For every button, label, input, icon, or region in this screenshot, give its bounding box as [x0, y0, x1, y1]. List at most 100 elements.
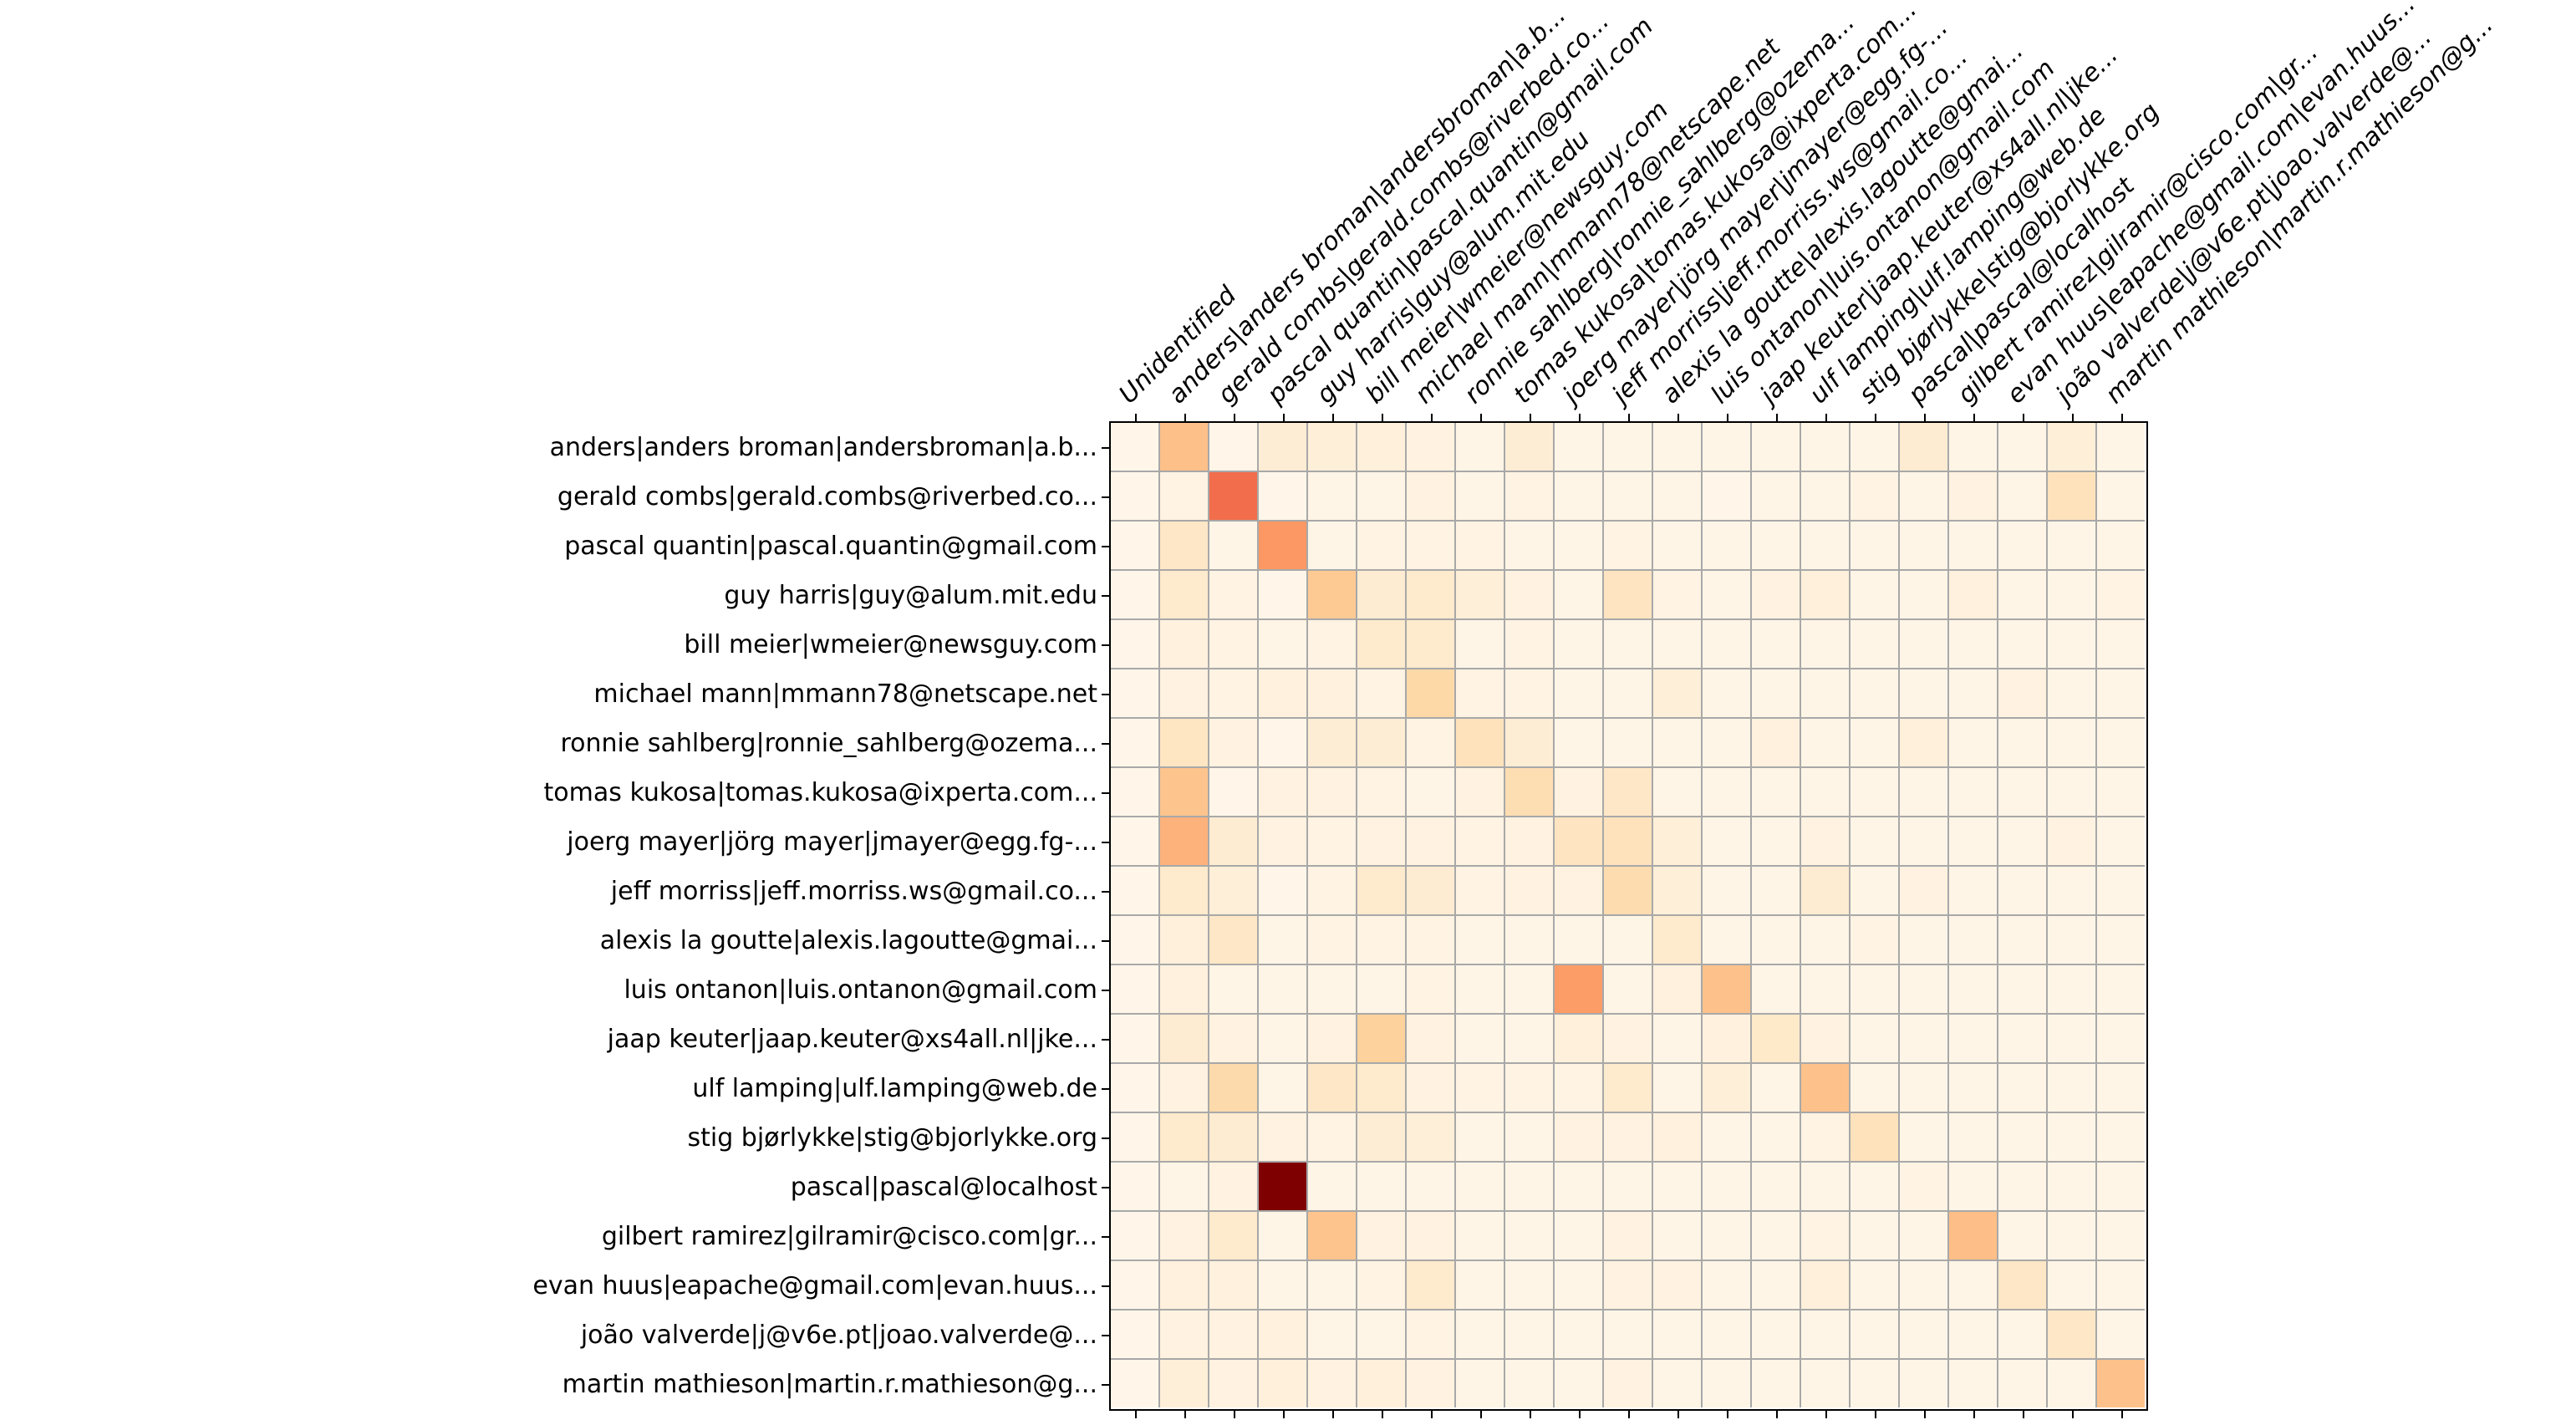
- tick-mark: [1923, 414, 1926, 421]
- heatmap-cell: [1555, 719, 1604, 768]
- heatmap-cell: [1604, 1113, 1653, 1163]
- heatmap-cell: [1900, 817, 1949, 867]
- heatmap-cell: [1456, 1113, 1505, 1163]
- heatmap-cell: [1949, 867, 1998, 916]
- heatmap-cell: [1653, 1310, 1703, 1360]
- heatmap-cell: [1851, 817, 1900, 867]
- heatmap-cell: [1308, 1015, 1357, 1064]
- heatmap-cell: [1555, 965, 1604, 1015]
- heatmap-cell: [1801, 1064, 1851, 1113]
- heatmap-cell: [1752, 965, 1801, 1015]
- heatmap-cell: [1259, 1064, 1308, 1113]
- heatmap-cell: [1259, 1113, 1308, 1163]
- tick-mark: [2071, 414, 2074, 421]
- heatmap-cell: [1456, 768, 1505, 817]
- heatmap-cell: [1407, 768, 1456, 817]
- heatmap-cell: [1160, 867, 1209, 916]
- heatmap-cell: [1407, 719, 1456, 768]
- heatmap-cell: [1604, 817, 1653, 867]
- heatmap-cell: [1357, 1064, 1407, 1113]
- tick-mark: [1430, 1411, 1433, 1418]
- y-tick-label: stig bjørlykke|stig@bjorlykke.org: [687, 1122, 1097, 1153]
- heatmap-cell: [1308, 620, 1357, 669]
- heatmap-cell: [1998, 472, 2048, 522]
- heatmap-cell: [1653, 1212, 1703, 1261]
- heatmap-cell: [1160, 669, 1209, 719]
- heatmap-cell: [1456, 522, 1505, 571]
- heatmap-cell: [1407, 1310, 1456, 1360]
- heatmap-cell: [1160, 1064, 1209, 1113]
- heatmap-cell: [2097, 571, 2145, 620]
- heatmap-cell: [1259, 965, 1308, 1015]
- heatmap-cell: [1900, 1163, 1949, 1212]
- heatmap-cell: [1801, 1212, 1851, 1261]
- heatmap-cell: [2048, 965, 2097, 1015]
- heatmap-cell: [1111, 1261, 1160, 1310]
- heatmap-cell: [1851, 867, 1900, 916]
- heatmap-cell: [1456, 571, 1505, 620]
- tick-mark: [1102, 1038, 1109, 1041]
- heatmap-cell: [2048, 1360, 2097, 1407]
- y-tick-label: guy harris|guy@alum.mit.edu: [724, 580, 1097, 610]
- heatmap-cell: [1900, 867, 1949, 916]
- heatmap-cell: [1308, 916, 1357, 965]
- heatmap-cell: [1357, 817, 1407, 867]
- heatmap-cell: [1801, 916, 1851, 965]
- heatmap-cell: [1703, 916, 1752, 965]
- heatmap-cell: [1505, 768, 1555, 817]
- heatmap-cell: [1505, 423, 1555, 472]
- heatmap-cell: [1209, 1212, 1259, 1261]
- heatmap-cell: [1505, 1360, 1555, 1407]
- heatmap-cell: [1604, 669, 1653, 719]
- heatmap-cell: [1998, 965, 2048, 1015]
- tick-mark: [1479, 414, 1482, 421]
- heatmap-cell: [1259, 423, 1308, 472]
- heatmap-cell: [1555, 669, 1604, 719]
- heatmap-cell: [1555, 1310, 1604, 1360]
- heatmap-cell: [1456, 620, 1505, 669]
- heatmap-cell: [1308, 817, 1357, 867]
- heatmap-cell: [1111, 719, 1160, 768]
- tick-mark: [1102, 693, 1109, 695]
- heatmap-cell: [1900, 768, 1949, 817]
- heatmap-cell: [1456, 867, 1505, 916]
- heatmap-cell: [1209, 916, 1259, 965]
- heatmap-cell: [1259, 1360, 1308, 1407]
- heatmap-cell: [1407, 472, 1456, 522]
- heatmap-cell: [1900, 1064, 1949, 1113]
- y-tick-label: evan huus|eapache@gmail.com|evan.huus...: [532, 1270, 1097, 1300]
- heatmap-cell: [1801, 522, 1851, 571]
- heatmap-cell: [2097, 1212, 2145, 1261]
- heatmap-cell: [1998, 817, 2048, 867]
- heatmap-cell: [1555, 1113, 1604, 1163]
- heatmap-cell: [1505, 1113, 1555, 1163]
- tick-mark: [1102, 644, 1109, 646]
- heatmap-cell: [1111, 522, 1160, 571]
- tick-mark: [1331, 414, 1334, 421]
- tick-mark: [1184, 1411, 1186, 1418]
- heatmap-cell: [1259, 1310, 1308, 1360]
- heatmap-cell: [2097, 1113, 2145, 1163]
- heatmap-cell: [1703, 1163, 1752, 1212]
- y-tick-label: alexis la goutte|alexis.lagoutte@gmai...: [599, 925, 1097, 955]
- heatmap-cell: [1604, 1310, 1653, 1360]
- heatmap-cell: [1851, 669, 1900, 719]
- heatmap-cell: [1851, 472, 1900, 522]
- heatmap-cell: [1752, 1015, 1801, 1064]
- heatmap-cell: [2048, 669, 2097, 719]
- heatmap-cell: [1851, 1113, 1900, 1163]
- tick-mark: [1102, 890, 1109, 893]
- heatmap-cell: [1111, 1212, 1160, 1261]
- heatmap-cell: [1653, 817, 1703, 867]
- heatmap-cell: [1259, 916, 1308, 965]
- heatmap-cell: [2097, 867, 2145, 916]
- heatmap-cell: [1357, 571, 1407, 620]
- heatmap-cell: [1259, 472, 1308, 522]
- heatmap-cell: [1111, 1163, 1160, 1212]
- heatmap-cell: [1752, 1310, 1801, 1360]
- heatmap-cell: [1456, 1360, 1505, 1407]
- heatmap-cell: [1111, 1064, 1160, 1113]
- heatmap-cell: [1160, 817, 1209, 867]
- y-tick-label: martin mathieson|martin.r.mathieson@g...: [562, 1369, 1097, 1399]
